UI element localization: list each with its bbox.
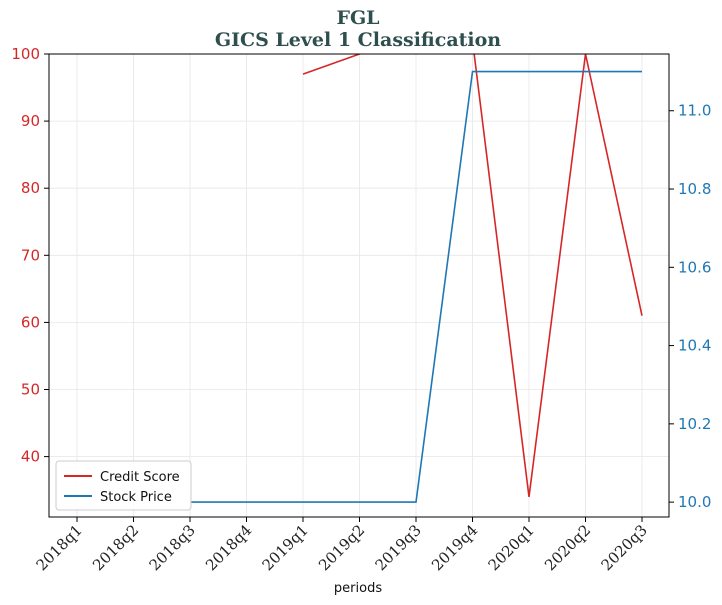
x-tick-label: 2019q3 <box>372 521 425 574</box>
right-tick-label: 10.8 <box>678 180 711 198</box>
grid-lines <box>49 53 669 517</box>
left-tick-label: 50 <box>21 381 40 399</box>
legend-stock-price-label: Stock Price <box>100 490 172 505</box>
x-axis-label: periods <box>334 581 382 596</box>
x-tick-label: 2019q1 <box>259 521 312 574</box>
series-layer <box>190 54 643 503</box>
legend-box <box>55 460 192 511</box>
left-tick-label: 100 <box>11 45 40 63</box>
left-tick-label: 80 <box>21 179 40 197</box>
legend-credit-score-label: Credit Score <box>100 470 180 485</box>
x-tick-label: 2020q3 <box>598 521 651 574</box>
x-tick-label: 2020q2 <box>541 521 594 574</box>
x-tick-label: 2018q1 <box>33 521 86 574</box>
x-tick-label: 2018q4 <box>202 521 255 574</box>
left-tick-label: 90 <box>21 112 40 130</box>
series-line-stock-price <box>190 70 642 503</box>
right-tick-label: 10.4 <box>678 337 711 355</box>
right-tick-label: 11.0 <box>678 102 711 120</box>
chart-subtitle: GICS Level 1 Classification <box>215 29 501 51</box>
x-tick-label: 2019q4 <box>428 521 481 574</box>
x-axis: 2018q1 2018q2 2018q3 2018q4 2019q1 2019q2 2019… <box>33 517 651 574</box>
left-axis: 40 50 60 70 80 90 100 <box>11 45 49 466</box>
x-tick-label: 2019q2 <box>315 521 368 574</box>
legend: Credit Score Stock Price <box>55 460 192 511</box>
right-tick-label: 10.0 <box>678 493 711 511</box>
x-tick-label: 2018q2 <box>89 521 142 574</box>
right-tick-label: 10.2 <box>678 415 711 433</box>
right-axis: 10.0 10.2 10.4 10.6 10.8 11.0 <box>669 102 711 511</box>
x-tick-label: 2020q1 <box>485 521 538 574</box>
chart-title: FGL <box>336 7 379 29</box>
left-tick-label: 70 <box>21 246 40 264</box>
right-tick-label: 10.6 <box>678 258 711 276</box>
left-tick-label: 60 <box>21 313 40 331</box>
left-tick-label: 40 <box>21 448 40 466</box>
x-tick-label: 2018q3 <box>146 521 199 574</box>
